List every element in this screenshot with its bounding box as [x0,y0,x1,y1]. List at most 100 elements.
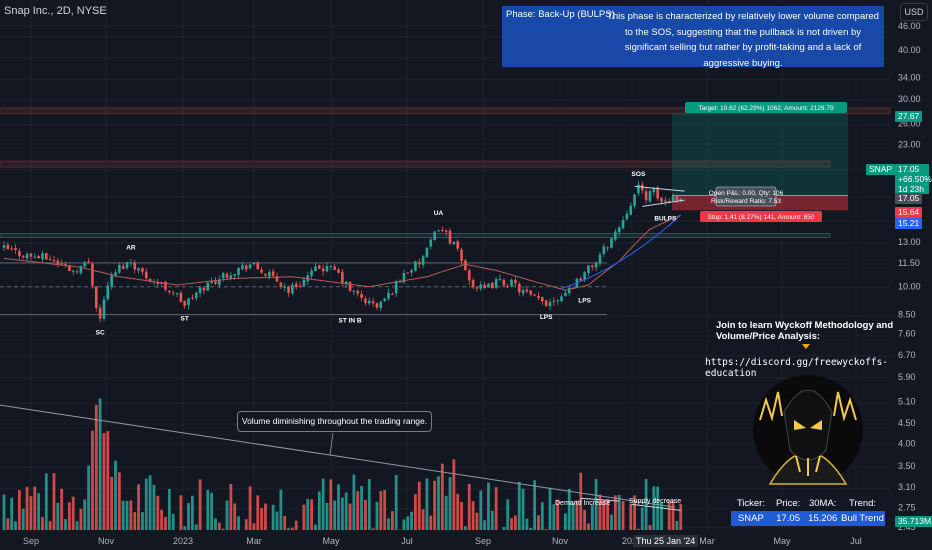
candle-body [460,249,463,262]
volume-bar [144,478,148,530]
candle-body [498,278,502,280]
volume-bar [33,486,37,530]
wyckoff-label: AR [126,244,136,251]
volume-bar [417,481,421,530]
currency-button[interactable]: USD [900,3,928,21]
volume-bar [640,507,644,530]
candle-body [444,230,448,232]
candle-body [487,283,490,288]
candle-body [283,286,286,288]
volume-bar [148,475,152,530]
volume-bar [448,477,452,530]
volume-bar [221,528,225,530]
candle-body [317,265,321,269]
candle-body [237,267,240,276]
open-pl-label-text: Risk/Reward Ratio: 7.53 [711,198,781,205]
target-label-text: Target: 10.62 (62.29%) 1062, Amount: 212… [698,105,834,112]
candle-body [168,290,171,293]
candle-body [402,272,406,283]
volume-bar [87,465,90,530]
candle-body [598,254,602,264]
candle-body [560,296,563,302]
volume-bar [67,502,71,530]
header-ticker: Ticker: [736,498,765,509]
support-resistance-levels [0,107,891,315]
volume-bar [141,512,144,530]
volume-bar [106,431,110,530]
volume-bar [556,499,560,530]
candle-body [556,300,559,302]
candle-body [406,272,410,274]
open-pl-label-bg [715,186,777,207]
candle-body [671,196,675,201]
moving-average-line [3,214,681,291]
candle-body [410,270,413,273]
volume-bar [248,486,252,530]
candle-body [364,298,367,304]
volume-bar [294,520,298,530]
volume-bar [398,529,402,530]
price-tick-label: 11.50 [898,258,920,268]
candle-body [6,244,10,250]
candle-body [391,293,394,295]
volume-bar [260,508,264,530]
candle-body [18,250,21,256]
volume-bar [487,482,490,530]
volume-bar [237,516,240,530]
price-tick-label: 10.00 [898,282,921,292]
volume-bar [379,490,383,530]
volume-bar [502,527,506,530]
volume-bar [510,518,513,530]
price-tick-label: 34.00 [898,73,921,83]
volume-bar [610,514,613,530]
candle-body [456,241,460,249]
candle-body [229,275,233,280]
stop-label-bg [700,211,822,222]
target-label-bg [685,102,847,113]
candle-body [179,292,183,302]
phase-text: This phase is characterized by relativel… [607,11,879,69]
price-tick-label: 7.60 [898,329,916,339]
candle-body [71,270,75,272]
channel-bottom [642,199,685,207]
time-tick-label: May [322,536,340,546]
price-tick-label: 2.75 [898,502,916,512]
candle-body [68,265,71,272]
candle-body [98,307,102,319]
volume-bar [452,459,456,530]
promo-link[interactable]: https://discord.gg/freewyckoffs-educatio… [705,357,889,379]
volume-bar [460,501,463,530]
entry-price-tag: 17.05 [895,193,923,204]
candle-body [441,229,444,231]
demand-increase-label: Demand Increase [555,500,610,507]
ticker-table-header: Ticker: Price: 30MA: Trend: [731,496,885,511]
volume-bar [587,523,590,530]
candle-body [21,256,25,258]
time-tick-label: 2024 [622,536,642,546]
volume-bar [617,494,621,530]
volume-bar [540,502,544,530]
candle-body [394,281,398,294]
ticker-table-row: SNAP 17.05 15.206 Bull Trend [731,511,885,526]
volume-bar [206,489,210,530]
candle-body [287,286,290,293]
candle-body [191,297,194,299]
price-tick-label: 3.50 [898,461,916,471]
candle-body [491,282,494,289]
candle-body [275,276,279,282]
volume-bar [279,489,283,530]
candle-body [452,242,456,245]
volume-bar [425,478,429,530]
symbol-title: Snap Inc., 2D, NYSE [4,5,107,17]
time-tick-label: Jul [850,536,862,546]
candle-body [367,300,371,304]
candle-body [621,220,625,229]
wyckoff-label: SC [96,330,105,337]
wyckoff-label: UA [434,210,444,217]
time-tick-label: Nov [98,536,115,546]
time-tick-label: Jul [401,536,413,546]
volume-bar [371,528,375,530]
volume-bar [383,489,387,530]
